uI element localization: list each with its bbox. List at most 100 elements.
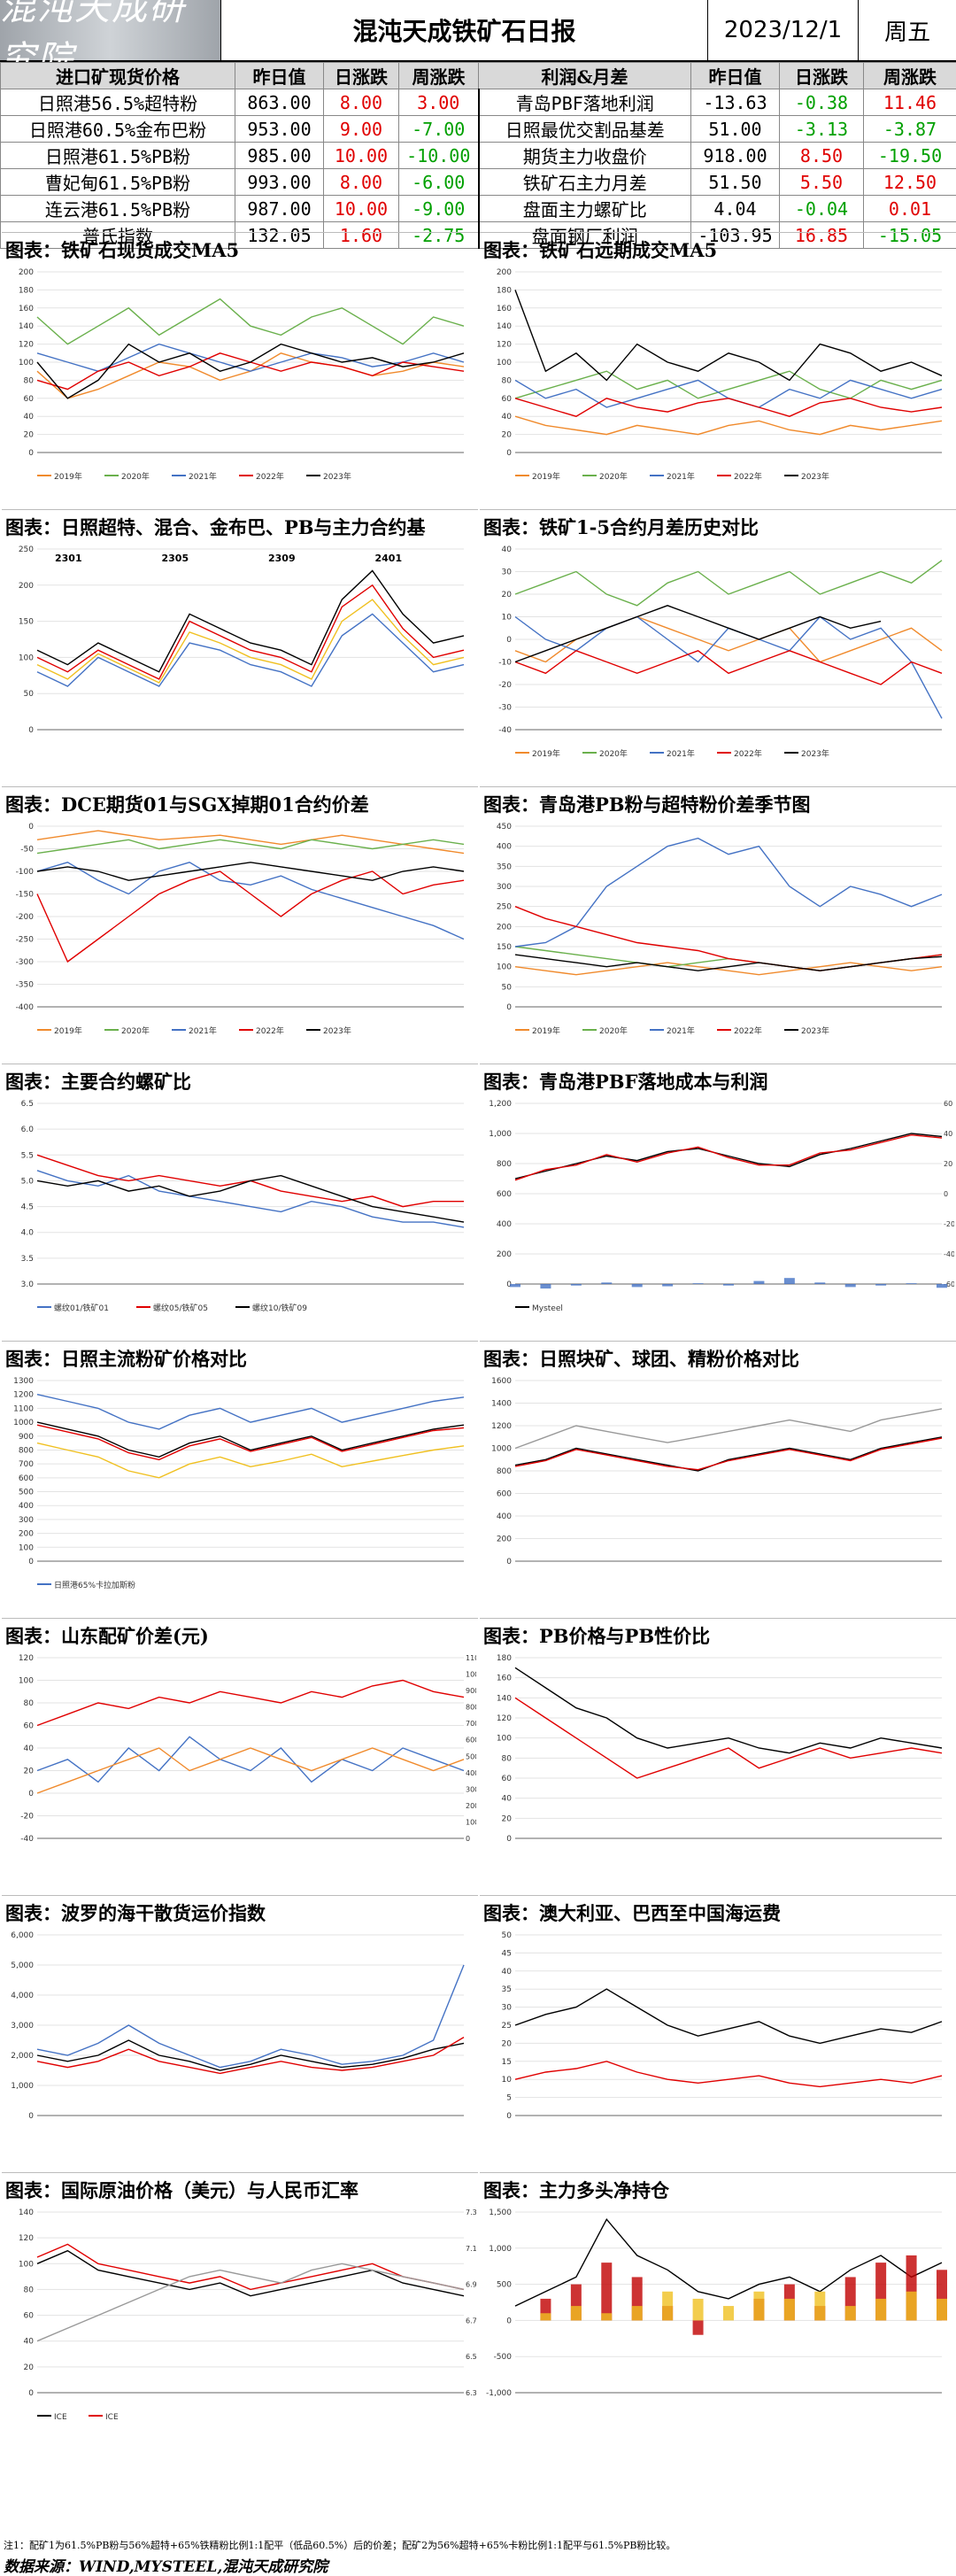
series-line bbox=[515, 1437, 942, 1471]
legend-label: ICE bbox=[54, 2413, 67, 2422]
series-line bbox=[37, 600, 464, 683]
y-tick-label: 1200 bbox=[491, 1422, 512, 1431]
y-tick-label: 20 bbox=[24, 431, 35, 440]
col-header: 日涨跌 bbox=[324, 63, 399, 89]
y-tick-label: 900 bbox=[19, 1433, 34, 1442]
chart-title: 图表：青岛港PB粉与超特粉价差季节图 bbox=[483, 791, 811, 817]
y-tick-label: 250 bbox=[19, 545, 34, 554]
bar-mark bbox=[784, 1278, 795, 1284]
y-tick-label: 20 bbox=[502, 431, 513, 440]
series-line bbox=[37, 299, 464, 344]
y-tick-label: 500 bbox=[19, 1489, 34, 1497]
y-tick-label: 200 bbox=[19, 1530, 34, 1539]
legend-label: 2021年 bbox=[667, 1025, 695, 1036]
chart-title: 图表：日照主流粉矿价格对比 bbox=[5, 1345, 247, 1372]
table-cell: 日照最优交割品基差 bbox=[479, 116, 691, 143]
table-cell: 4.04 bbox=[691, 196, 780, 222]
series-line bbox=[515, 398, 942, 416]
y-tick-label: 60 bbox=[24, 2312, 35, 2321]
table-cell: 期货主力收盘价 bbox=[479, 143, 691, 169]
legend-label: 2023年 bbox=[323, 1025, 351, 1036]
legend-label: 2019年 bbox=[54, 471, 82, 482]
y-tick-label: 160 bbox=[497, 1675, 512, 1683]
company-logo: 混沌天成研究院 bbox=[0, 0, 220, 60]
y2-tick-label: 300 bbox=[466, 1785, 476, 1793]
table-cell: 铁矿石主力月差 bbox=[479, 169, 691, 196]
y-tick-label: 400 bbox=[497, 1512, 512, 1521]
y2-tick-label: 6.9 bbox=[466, 2281, 476, 2289]
legend-label: 2021年 bbox=[189, 1025, 217, 1036]
y-tick-label: 10 bbox=[502, 614, 513, 623]
series-line bbox=[515, 416, 942, 434]
y-tick-label: 400 bbox=[497, 843, 512, 852]
y2-tick-label: 700 bbox=[466, 1720, 476, 1728]
y-tick-label: 5 bbox=[506, 2094, 512, 2103]
table-cell: 51.50 bbox=[691, 169, 780, 196]
y2-tick-label: 1100 bbox=[466, 1654, 476, 1662]
bar-mark bbox=[753, 1281, 764, 1284]
y-tick-label: 140 bbox=[497, 322, 512, 331]
chart-title: 图表：铁矿1-5合约月差历史对比 bbox=[483, 514, 759, 540]
y-tick-label: 80 bbox=[502, 1754, 513, 1763]
y-tick-label: 3.0 bbox=[21, 1280, 35, 1289]
series-line bbox=[515, 1989, 942, 2043]
y2-tick-label: 900 bbox=[466, 1687, 476, 1695]
series-line bbox=[515, 617, 942, 719]
table-header-row: 进口矿现货价格 昨日值 日涨跌 周涨跌 利润&月差 昨日值 日涨跌 周涨跌 bbox=[1, 63, 956, 89]
bar-mark bbox=[540, 1284, 551, 1288]
series-line bbox=[515, 1409, 942, 1449]
y-tick-label: 400 bbox=[497, 1220, 512, 1229]
legend-label: 2022年 bbox=[734, 748, 762, 759]
y2-tick-label: 500 bbox=[466, 1752, 476, 1760]
chart-title: 图表：日照超特、混合、金布巴、PB与主力合约基 bbox=[5, 514, 426, 540]
series-line bbox=[37, 344, 464, 372]
bar-mark bbox=[601, 2313, 612, 2320]
y-tick-label: 2,000 bbox=[11, 2052, 34, 2061]
bar-mark bbox=[937, 1284, 947, 1288]
y-tick-label: 50 bbox=[502, 983, 513, 992]
y-tick-label: 600 bbox=[497, 1490, 512, 1499]
table-cell: 日照港61.5%PB粉 bbox=[1, 143, 235, 169]
legend-label: 2020年 bbox=[121, 471, 150, 482]
y2-tick-label: 0 bbox=[466, 1835, 470, 1843]
y-tick-label: 300 bbox=[19, 1516, 34, 1525]
y-tick-label: 100 bbox=[19, 654, 34, 662]
table-cell: 3.00 bbox=[399, 89, 479, 116]
y-tick-label: 1,000 bbox=[11, 2082, 34, 2091]
y-tick-label: 15 bbox=[502, 2058, 512, 2067]
y-tick-label: 150 bbox=[19, 618, 34, 627]
y-tick-label: 100 bbox=[19, 2260, 34, 2269]
table-cell: 918.00 bbox=[691, 143, 780, 169]
chart-title: 图表：日照块矿、球团、精粉价格对比 bbox=[483, 1345, 799, 1372]
y-tick-label: 0 bbox=[28, 2389, 34, 2398]
table-cell: 连云港61.5%PB粉 bbox=[1, 196, 235, 222]
y-tick-label: 60 bbox=[502, 1775, 513, 1783]
y-tick-label: -20 bbox=[20, 1813, 34, 1822]
series-line bbox=[515, 1438, 942, 1470]
legend-label: 2023年 bbox=[323, 471, 351, 482]
y2-tick-label: 600 bbox=[466, 1737, 476, 1744]
legend-label: 2022年 bbox=[256, 471, 284, 482]
bar-mark bbox=[662, 2292, 673, 2321]
bar-mark bbox=[632, 1284, 643, 1287]
y-tick-label: 160 bbox=[19, 305, 34, 313]
bar-mark bbox=[845, 1284, 856, 1287]
y-tick-label: 1000 bbox=[491, 1445, 512, 1454]
y-tick-label: -350 bbox=[16, 981, 35, 990]
legend-label: 2023年 bbox=[801, 471, 829, 482]
chart-title: 图表：铁矿石现货成交MA5 bbox=[5, 236, 239, 263]
y-tick-label: 40 bbox=[502, 1968, 513, 1976]
bar-mark bbox=[693, 2320, 704, 2334]
y-tick-label: 10 bbox=[502, 2076, 513, 2085]
bar-mark bbox=[906, 1283, 917, 1284]
legend-label: 螺纹10/铁矿09 bbox=[252, 1303, 307, 1313]
y-tick-label: 120 bbox=[19, 1654, 34, 1663]
bar-mark bbox=[662, 1284, 673, 1287]
